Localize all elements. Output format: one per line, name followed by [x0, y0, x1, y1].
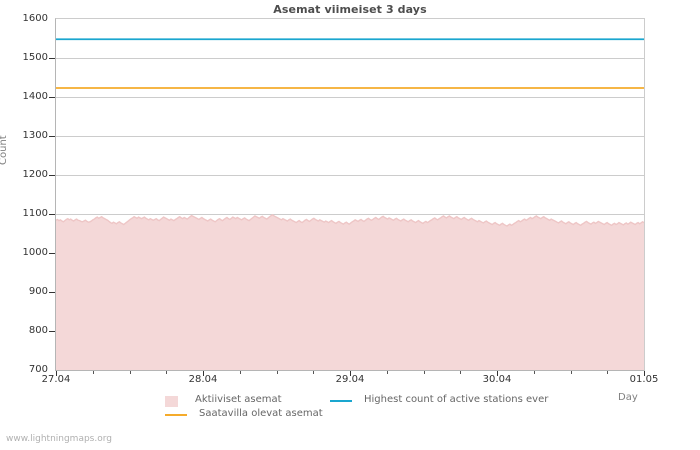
y-axis-tick-label: 1100	[22, 208, 48, 219]
x-axis-tick	[350, 371, 351, 376]
area-series-outline	[56, 213, 644, 227]
x-axis-minor-tick	[534, 371, 535, 374]
x-axis-minor-tick	[424, 371, 425, 374]
x-axis-tick	[497, 371, 498, 376]
x-axis-minor-tick	[313, 371, 314, 374]
legend-swatch-line-icon	[165, 414, 187, 416]
y-axis-tick-label: 1500	[22, 52, 48, 63]
x-axis-tick	[203, 371, 204, 376]
y-axis-tick-label: 900	[28, 286, 48, 297]
x-axis-tick-label: 30.04	[482, 374, 512, 385]
legend-label: Aktiiviset asemat	[195, 394, 282, 405]
gridline	[56, 136, 644, 137]
x-axis-minor-tick	[166, 371, 167, 374]
series-layer	[56, 38, 644, 370]
y-axis-tick-label: 1000	[22, 247, 48, 258]
legend-swatch-line-icon	[330, 400, 352, 402]
x-axis-title: Day	[618, 392, 638, 403]
gridline	[56, 58, 644, 59]
x-axis-tick-label: 29.04	[335, 374, 365, 385]
gridline	[56, 214, 644, 215]
legend-swatch-box-icon	[165, 396, 178, 407]
y-axis-tick	[49, 292, 55, 293]
x-axis-tick-label: 27.04	[41, 374, 71, 385]
chart-title: Asemat viimeiset 3 days	[273, 3, 427, 16]
y-axis-tick	[49, 58, 55, 59]
x-axis-minor-tick	[240, 371, 241, 374]
x-axis-minor-tick	[607, 371, 608, 374]
gridline	[56, 97, 644, 98]
gridline	[56, 175, 644, 176]
y-axis-tick	[49, 331, 55, 332]
x-axis-minor-tick	[93, 371, 94, 374]
y-axis-tick	[49, 136, 55, 137]
y-axis-tick-label: 800	[28, 325, 48, 336]
plot-area	[55, 18, 645, 371]
area-series-fill	[56, 214, 644, 370]
watermark: www.lightningmaps.org	[6, 434, 112, 444]
x-axis-tick-label: 28.04	[188, 374, 218, 385]
y-axis-tick-label: 1300	[22, 130, 48, 141]
legend-label: Saatavilla olevat asemat	[199, 408, 323, 419]
y-axis-tick-label: 700	[28, 364, 48, 375]
x-axis-tick-label: 01.05	[629, 374, 659, 385]
x-axis-minor-tick	[571, 371, 572, 374]
y-axis-tick	[49, 253, 55, 254]
y-axis-tick-label: 1400	[22, 91, 48, 102]
x-axis-tick	[644, 371, 645, 376]
x-axis-minor-tick	[387, 371, 388, 374]
y-axis-tick	[49, 97, 55, 98]
y-axis-tick	[49, 175, 55, 176]
y-axis-tick-label: 1200	[22, 169, 48, 180]
y-axis-tick	[49, 214, 55, 215]
x-axis-tick	[56, 371, 57, 376]
chart-legend: Aktiiviset asemat Highest count of active…	[0, 394, 700, 428]
x-axis-minor-tick	[130, 371, 131, 374]
legend-label: Highest count of active stations ever	[364, 394, 549, 405]
x-axis-minor-tick	[460, 371, 461, 374]
x-axis-minor-tick	[277, 371, 278, 374]
y-axis-tick-label: 1600	[22, 13, 48, 24]
